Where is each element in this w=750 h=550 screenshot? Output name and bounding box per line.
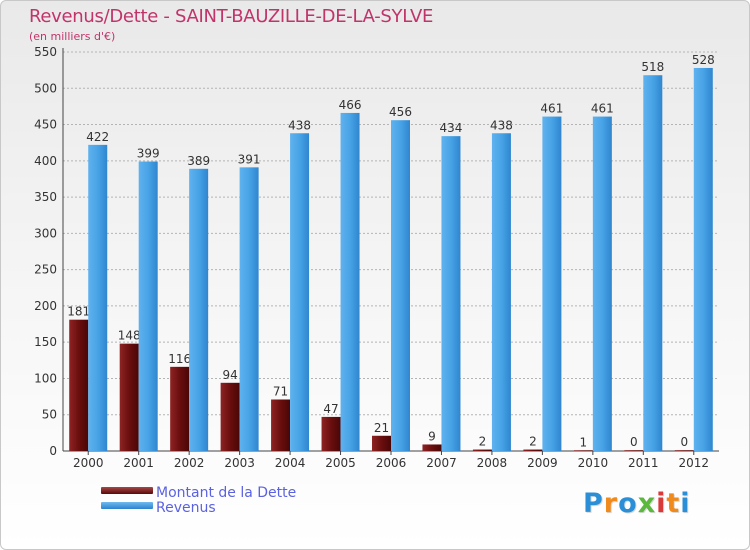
bar-dette — [472, 449, 492, 451]
x-tick-label: 2000 — [73, 456, 104, 470]
data-label-revenus: 391 — [238, 152, 261, 166]
bar-dette — [372, 435, 391, 451]
bar-dette — [573, 450, 593, 451]
data-label-dette: 9 — [428, 429, 436, 443]
data-label-revenus: 456 — [389, 105, 412, 119]
x-tick-label: 2004 — [275, 456, 306, 470]
data-label-revenus: 434 — [440, 121, 463, 135]
x-tick-label: 2012 — [678, 456, 709, 470]
logo-letter: i — [680, 488, 691, 519]
bar-dette — [271, 399, 291, 451]
data-label-dette: 2 — [529, 435, 537, 449]
legend-swatch-dette — [101, 487, 153, 494]
logo-letter: t — [666, 488, 681, 519]
bar-revenus — [239, 167, 259, 451]
data-label-dette: 2 — [479, 435, 487, 449]
logo-letter: P — [583, 488, 604, 519]
x-tick-label: 2002 — [174, 456, 205, 470]
data-label-dette: 1 — [580, 435, 588, 449]
bar-dette — [220, 382, 240, 451]
data-label-dette: 71 — [273, 384, 288, 398]
data-label-dette: 0 — [680, 435, 688, 449]
bar-revenus — [491, 133, 511, 451]
bar-revenus — [138, 161, 158, 451]
data-label-revenus: 438 — [490, 118, 513, 132]
x-tick-label: 2011 — [628, 456, 659, 470]
y-tick-label: 400 — [34, 154, 57, 168]
bar-revenus — [290, 133, 310, 451]
bar-revenus — [592, 116, 612, 451]
x-tick-label: 2003 — [224, 456, 255, 470]
data-label-revenus: 389 — [187, 154, 210, 168]
data-label-revenus: 461 — [540, 102, 563, 116]
bar-dette — [674, 450, 694, 451]
x-tick-label: 2010 — [578, 456, 609, 470]
y-tick-label: 550 — [34, 45, 57, 59]
data-label-dette: 47 — [323, 402, 338, 416]
legend-label-dette: Montant de la Dette — [156, 485, 297, 501]
bar-revenus — [693, 67, 713, 452]
data-label-dette: 181 — [67, 305, 90, 319]
x-tick-label: 2007 — [426, 456, 457, 470]
data-label-dette: 148 — [118, 329, 141, 343]
legend-swatch-revenus — [101, 502, 153, 509]
data-label-revenus: 438 — [288, 118, 311, 132]
x-tick-label: 2008 — [477, 456, 508, 470]
y-tick-label: 500 — [34, 81, 57, 95]
data-label-dette: 21 — [374, 421, 389, 435]
y-tick-label: 350 — [34, 190, 57, 204]
legend-label-revenus: Revenus — [156, 500, 216, 516]
bar-revenus — [643, 75, 663, 452]
y-tick-label: 50 — [42, 408, 57, 422]
logo-letter: x — [637, 488, 657, 519]
y-tick-label: 150 — [34, 335, 57, 349]
bar-dette — [170, 366, 190, 451]
data-label-dette: 0 — [630, 435, 638, 449]
y-tick-label: 450 — [34, 118, 57, 132]
y-tick-label: 0 — [49, 444, 57, 458]
data-label-revenus: 528 — [692, 53, 715, 67]
proxiti-logo: Proxiti — [583, 488, 691, 519]
x-tick-label: 2005 — [325, 456, 356, 470]
data-label-revenus: 399 — [137, 147, 160, 161]
x-tick-label: 2009 — [527, 456, 558, 470]
chart-title: Revenus/Dette - SAINT-BAUZILLE-DE-LA-SYL… — [29, 6, 434, 27]
bar-dette — [624, 450, 644, 451]
bar-dette — [321, 416, 341, 451]
y-tick-label: 250 — [34, 263, 57, 277]
bar-revenus — [542, 116, 562, 451]
bar-revenus — [391, 120, 410, 452]
bar-dette — [422, 444, 442, 451]
logo-letter: i — [656, 488, 667, 519]
bar-revenus — [441, 136, 461, 452]
x-tick-label: 2001 — [123, 456, 154, 470]
data-label-revenus: 466 — [339, 98, 362, 112]
data-label-dette: 116 — [168, 352, 191, 366]
data-label-revenus: 461 — [591, 102, 614, 116]
bar-dette — [69, 319, 89, 451]
logo-letter: r — [603, 488, 619, 519]
bar-revenus — [340, 112, 360, 452]
chart-subtitle: (en milliers d'€) — [29, 30, 116, 43]
data-label-revenus: 422 — [86, 130, 109, 144]
y-tick-label: 100 — [34, 371, 57, 385]
x-tick-label: 2006 — [376, 456, 407, 470]
bar-dette — [119, 343, 139, 451]
data-label-revenus: 518 — [641, 60, 664, 74]
y-tick-label: 200 — [34, 299, 57, 313]
bar-revenus — [88, 144, 108, 451]
bar-revenus — [189, 168, 209, 451]
y-tick-label: 300 — [34, 226, 57, 240]
bar-dette — [523, 449, 543, 451]
logo-letter: o — [618, 488, 638, 519]
data-label-dette: 94 — [222, 368, 237, 382]
